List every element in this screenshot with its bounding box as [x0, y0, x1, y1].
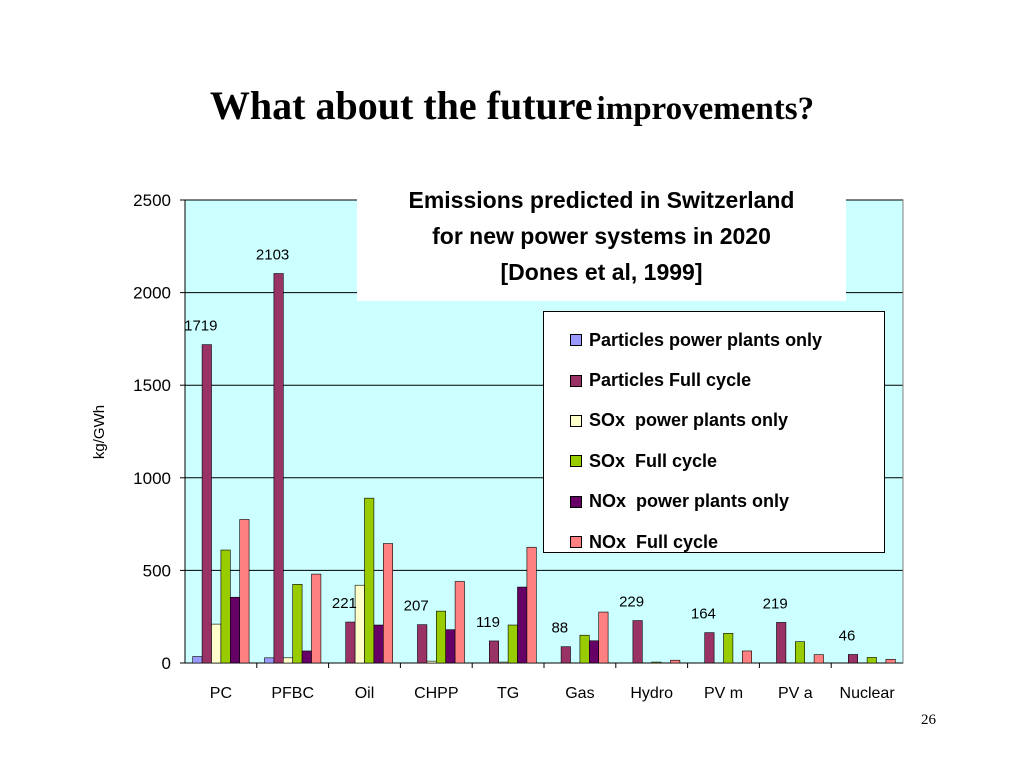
- x-tick-label: Nuclear: [840, 685, 896, 702]
- bar: [885, 658, 896, 664]
- bar: [435, 610, 446, 664]
- bar: [373, 624, 384, 664]
- data-label: 88: [551, 620, 568, 637]
- legend-item: Particles power plants only: [544, 320, 884, 360]
- bar: [723, 633, 734, 664]
- bar: [454, 581, 465, 664]
- bar: [526, 546, 537, 664]
- bar: [292, 583, 303, 664]
- legend-swatch: [570, 495, 582, 508]
- legend-label: Particles power plants only: [589, 329, 823, 350]
- bar: [741, 650, 752, 664]
- legend-item: SOx power plants only: [544, 401, 884, 441]
- legend-label: NOx Full cycle: [589, 531, 719, 552]
- x-tick-label: PV a: [778, 685, 813, 702]
- bar: [632, 620, 643, 664]
- bar: [382, 543, 393, 664]
- legend-swatch: [570, 414, 582, 427]
- legend-item: Particles Full cycle: [544, 360, 884, 400]
- slide-title: What about the future improvements?: [0, 82, 1024, 129]
- bar: [192, 656, 203, 664]
- slide-title-main: What about the future: [209, 83, 593, 128]
- x-tick-label: PV m: [704, 685, 743, 702]
- legend-label: SOx Full cycle: [589, 450, 718, 471]
- y-tick-label: 1500: [133, 376, 171, 395]
- x-tick-label: Hydro: [630, 685, 673, 702]
- x-tick-label: PC: [210, 685, 232, 702]
- legend-item: NOx Full cycle: [544, 522, 884, 562]
- bar: [311, 573, 322, 664]
- x-tick-label: Oil: [355, 685, 375, 702]
- bar: [239, 519, 250, 664]
- bar: [426, 660, 437, 664]
- bar: [282, 657, 293, 664]
- bar: [211, 623, 222, 664]
- data-label: 219: [763, 595, 788, 612]
- bar: [220, 549, 231, 664]
- chart-legend: Particles power plants only Particles Fu…: [543, 311, 885, 553]
- data-label: 119: [476, 614, 500, 631]
- legend-swatch: [570, 374, 582, 387]
- y-tick-label: 500: [143, 561, 171, 580]
- bar: [866, 657, 877, 664]
- bar: [230, 596, 241, 664]
- legend-swatch: [570, 455, 582, 468]
- data-label: 207: [404, 598, 429, 615]
- x-tick-label: CHPP: [414, 685, 458, 702]
- bar: [507, 624, 518, 664]
- data-label: 164: [691, 606, 716, 623]
- bar: [670, 659, 681, 664]
- legend-label: SOx power plants only: [589, 410, 789, 431]
- chart-title: Emissions predicted in Switzerland for n…: [357, 176, 846, 301]
- bar: [264, 657, 275, 664]
- x-tick-label: Gas: [565, 685, 594, 702]
- bar: [651, 661, 662, 664]
- bar: [517, 586, 528, 664]
- chart-title-line-1: Emissions predicted in Switzerland: [408, 187, 795, 213]
- legend-label: Particles Full cycle: [589, 370, 752, 391]
- x-tick-label: TG: [497, 685, 519, 702]
- legend-label: NOx power plants only: [589, 491, 790, 512]
- legend-item: NOx power plants only: [544, 482, 884, 522]
- data-label: 46: [839, 627, 856, 644]
- y-tick-label: 0: [162, 654, 171, 673]
- bar: [579, 634, 590, 664]
- bar: [598, 611, 609, 664]
- bar: [201, 344, 212, 664]
- bar: [364, 497, 375, 664]
- bar: [498, 661, 509, 664]
- bar: [813, 654, 824, 664]
- data-label: 221: [332, 595, 357, 612]
- y-tick-label: 2500: [133, 191, 171, 210]
- page-number: 26: [921, 712, 936, 728]
- bar: [704, 632, 715, 664]
- bar: [776, 622, 787, 664]
- bar: [847, 654, 858, 664]
- data-label: 1719: [184, 318, 217, 335]
- bar: [301, 650, 312, 664]
- legend-swatch: [570, 536, 582, 549]
- legend-swatch: [570, 334, 582, 347]
- bar: [588, 640, 599, 664]
- data-label: 2103: [256, 247, 289, 264]
- bar: [417, 624, 428, 664]
- y-axis-label: kg/GWh: [91, 405, 108, 459]
- bar: [345, 621, 356, 664]
- slide-title-suffix: improvements?: [596, 91, 815, 127]
- bar: [273, 273, 284, 664]
- legend-item: SOx Full cycle: [544, 441, 884, 481]
- y-tick-label: 1000: [133, 469, 171, 488]
- x-tick-label: PFBC: [271, 685, 314, 702]
- bar: [445, 629, 456, 664]
- bar: [560, 646, 571, 664]
- chart-title-line-3: [Dones et al, 1999]: [500, 259, 703, 285]
- bar: [794, 641, 805, 664]
- data-label: 229: [619, 594, 644, 611]
- bar: [488, 640, 499, 664]
- chart-title-line-2: for new power systems in 2020: [432, 223, 771, 249]
- y-tick-label: 2000: [133, 284, 171, 303]
